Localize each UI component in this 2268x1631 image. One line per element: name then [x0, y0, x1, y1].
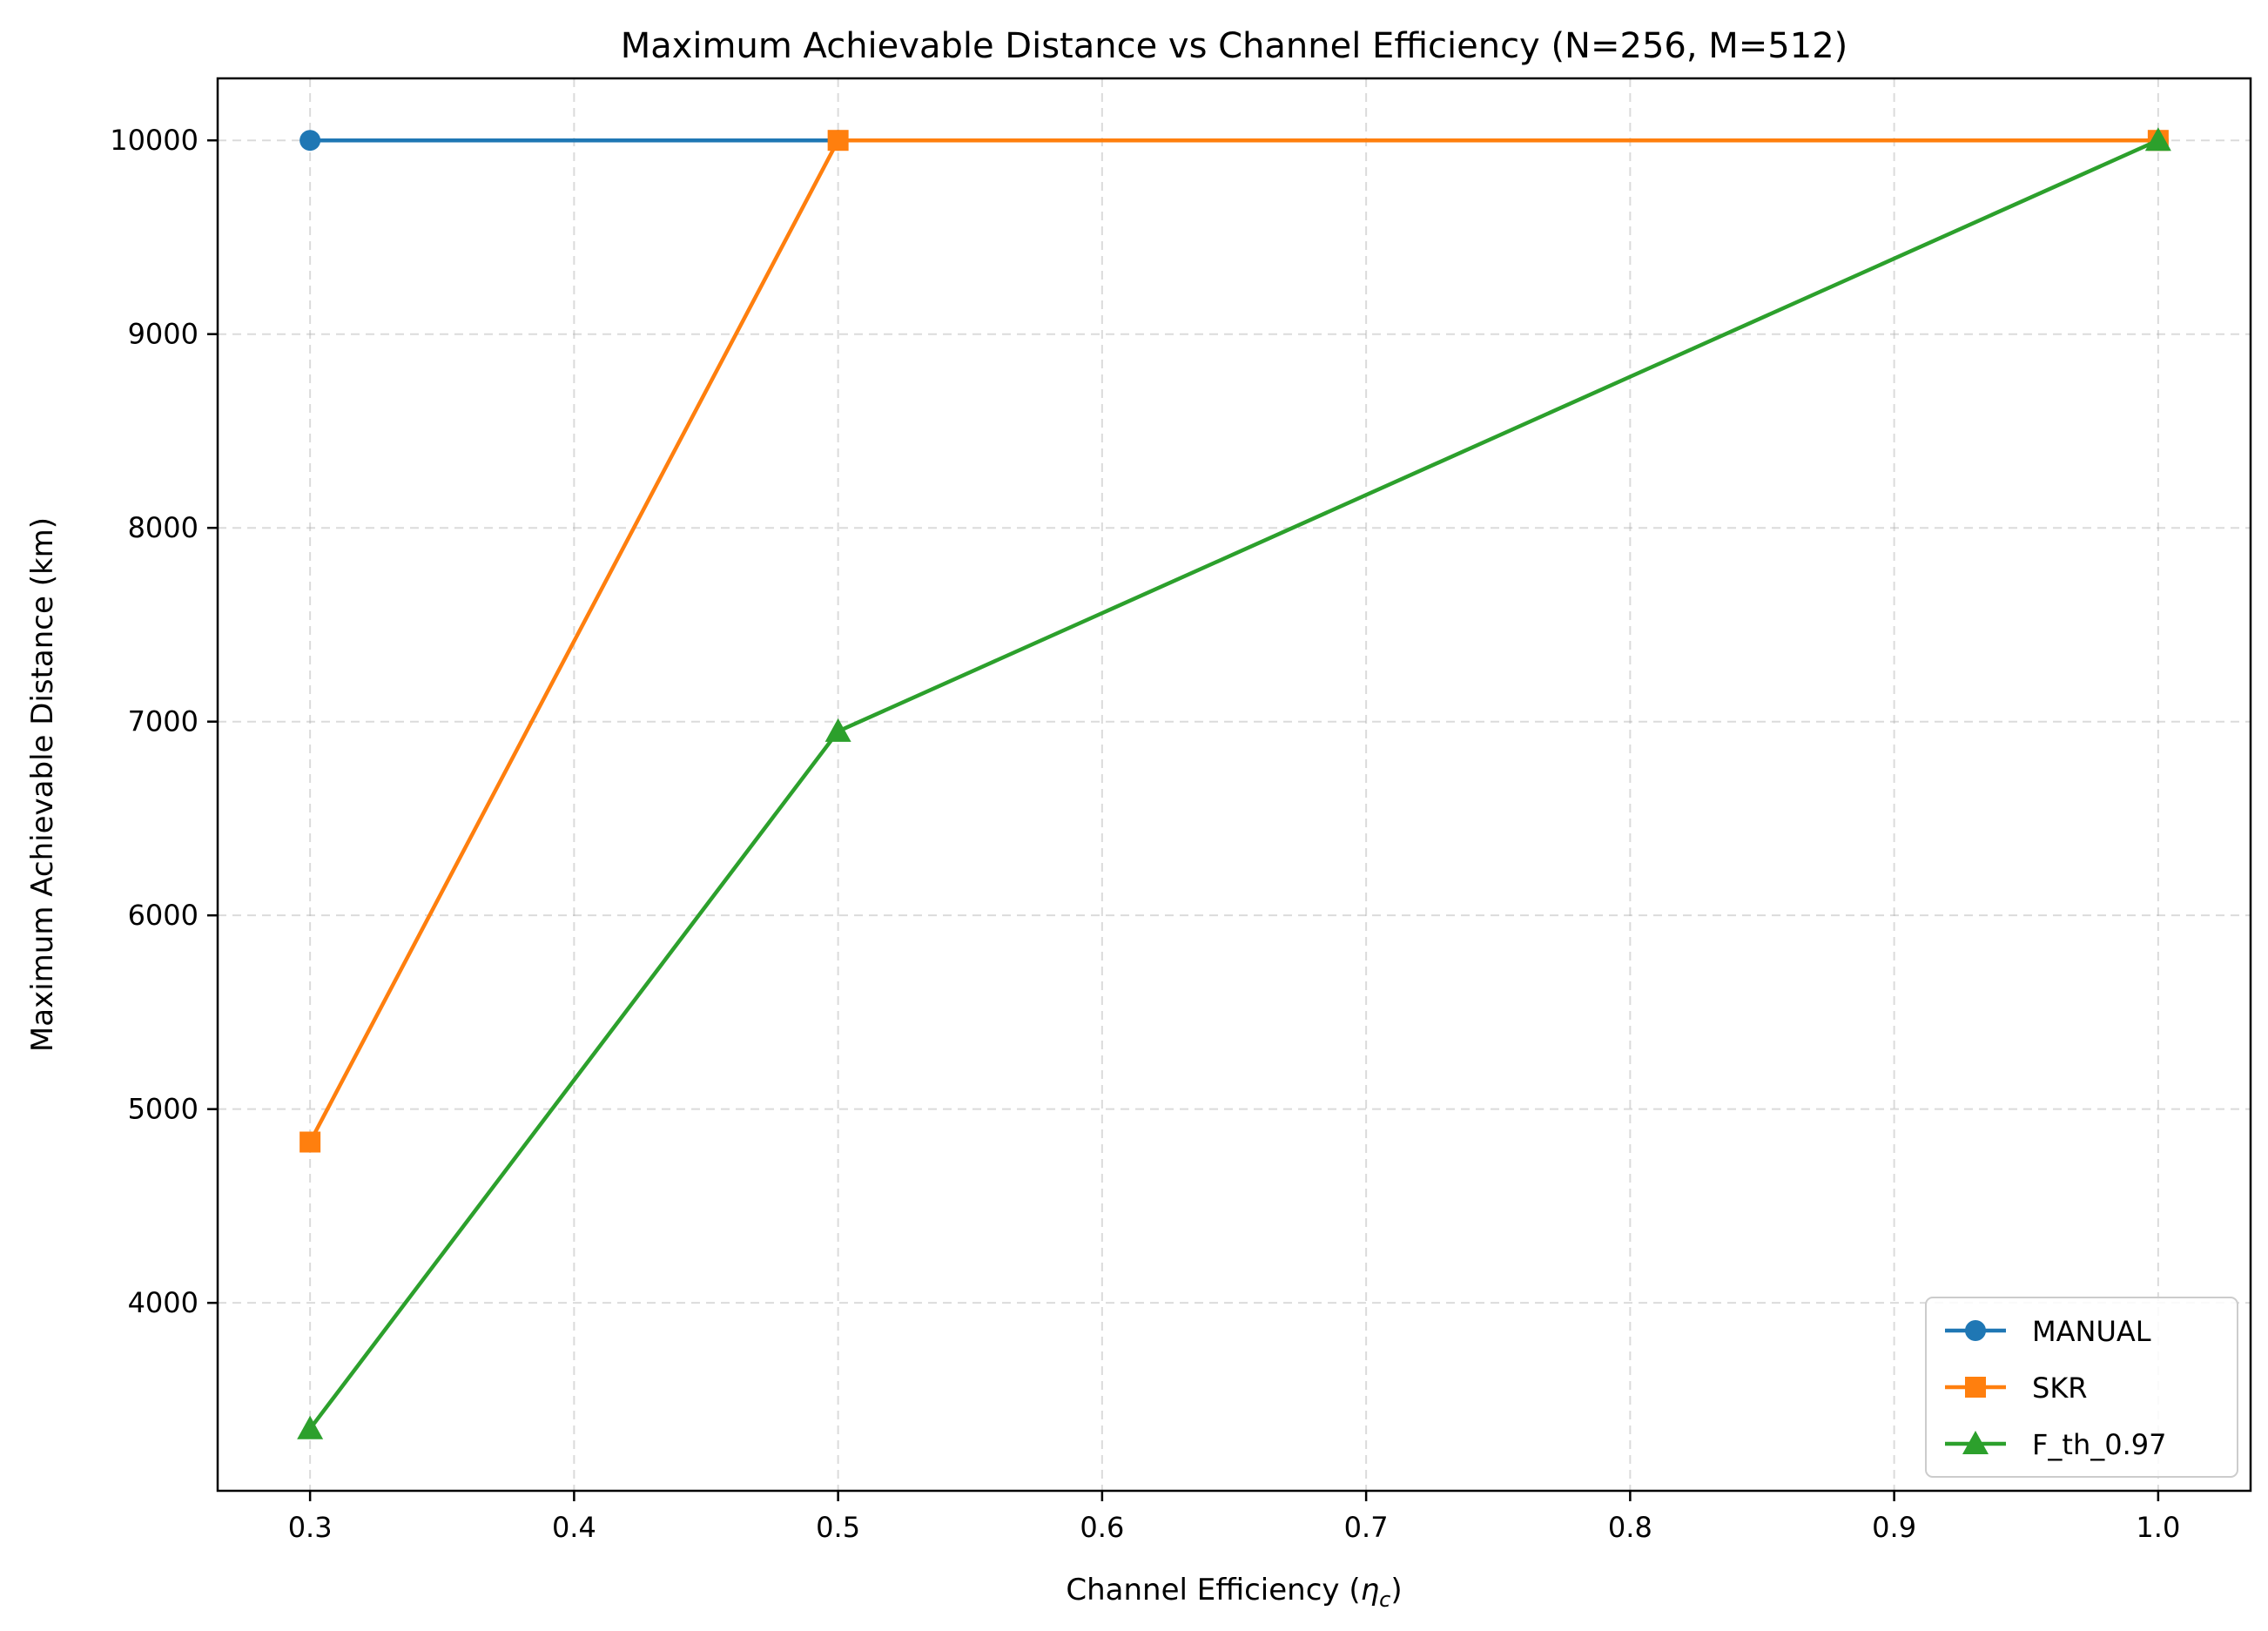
y-tick-label: 10000	[110, 124, 199, 157]
legend-box	[1925, 1297, 2238, 1478]
data-point-skr	[827, 130, 849, 152]
y-tick-label: 7000	[128, 705, 199, 738]
axis-ticks: 0.3 0.4 0.5 0.6 0.7 0.8 0.9 1.0 4000 5000 6000 7000…	[110, 124, 2180, 1544]
x-tick-label: 0.4	[552, 1511, 596, 1544]
x-tick-label: 0.6	[1080, 1511, 1124, 1544]
series-f-th-0-97	[297, 127, 2171, 1439]
y-tick-label: 5000	[128, 1093, 199, 1126]
legend-label: MANUAL	[2032, 1315, 2151, 1348]
x-tick-label: 0.3	[288, 1511, 333, 1544]
legend-swatch-marker	[1962, 1431, 1989, 1454]
x-tick-label: 0.5	[816, 1511, 860, 1544]
y-axis-label: Maximum Achievable Distance (km)	[25, 517, 60, 1052]
data-point-f-th-0-97	[2144, 127, 2171, 152]
y-tick-label: 9000	[128, 318, 199, 351]
x-axis-label-subscript: c	[1379, 1587, 1390, 1612]
x-axis-label-symbol: η	[1361, 1573, 1380, 1607]
y-tick-label: 4000	[128, 1286, 199, 1319]
plot-series	[297, 127, 2171, 1439]
x-tick-label: 0.8	[1608, 1511, 1652, 1544]
legend-swatch-marker	[1965, 1320, 1986, 1341]
x-tick-label: 0.9	[1872, 1511, 1916, 1544]
chart-title: Maximum Achievable Distance vs Channel E…	[621, 26, 1848, 66]
legend-swatch-marker	[1965, 1377, 1986, 1398]
legend-label: F_th_0.97	[2032, 1428, 2166, 1461]
y-tick-label: 6000	[128, 899, 199, 932]
x-axis-label-close: )	[1390, 1573, 1402, 1607]
x-tick-label: 1.0	[2136, 1511, 2180, 1544]
legend: MANUAL SKR F_th_0.97	[1925, 1297, 2238, 1478]
x-axis-label: Channel Efficiency (ηc)	[1066, 1573, 1402, 1612]
data-point-skr	[299, 1131, 321, 1153]
plot-area-frame	[216, 77, 2252, 1493]
legend-label: SKR	[2032, 1372, 2088, 1405]
x-tick-label: 0.7	[1344, 1511, 1389, 1544]
data-point-f-th-0-97	[824, 718, 851, 742]
x-axis-label-text: Channel Efficiency (	[1066, 1573, 1360, 1607]
data-point-f-th-0-97	[297, 1415, 324, 1439]
data-point-manual	[299, 130, 321, 152]
y-tick-label: 8000	[128, 511, 199, 544]
